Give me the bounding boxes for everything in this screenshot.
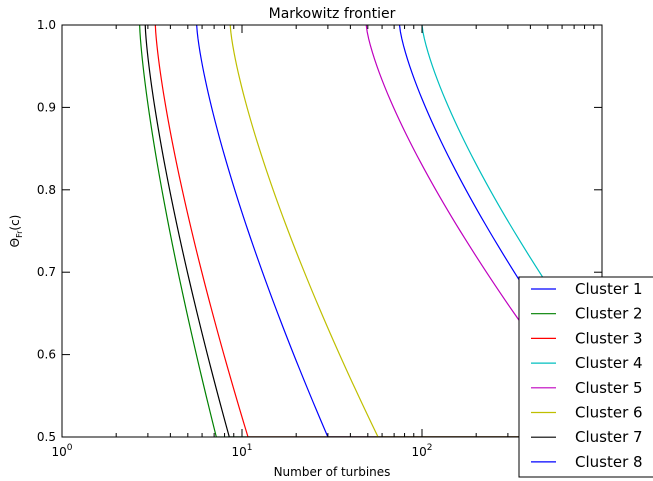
x-tick-label: 101 (231, 443, 252, 459)
x-tick-base: 10 (51, 445, 66, 459)
legend-label-1: Cluster 1 (575, 280, 643, 298)
series-line-1 (196, 25, 602, 437)
legend-label-8: Cluster 8 (575, 453, 643, 471)
x-tick-base: 10 (231, 445, 246, 459)
chart-title: Markowitz frontier (269, 6, 396, 22)
legend: Cluster 1 Cluster 2 Cluster 3 Cluster 4 Clus… (518, 276, 653, 478)
legend-label-4: Cluster 4 (575, 354, 643, 372)
x-tick-base: 10 (411, 445, 426, 459)
x-tick-exponent: 1 (247, 443, 253, 453)
legend-box (518, 276, 653, 478)
legend-label-7: Cluster 7 (575, 428, 643, 446)
x-tick-label: 102 (411, 443, 432, 459)
y-tick-label: 0.5 (37, 430, 56, 444)
y-axis-label-arg: (c) (8, 215, 22, 231)
x-tick-label: 100 (51, 443, 72, 459)
y-tick-label: 0.9 (37, 100, 56, 114)
series-line-2 (139, 25, 602, 437)
y-tick-label: 0.6 (37, 348, 56, 362)
x-tick-exponent: 0 (67, 443, 73, 453)
legend-label-3: Cluster 3 (575, 329, 643, 347)
y-axis-label-theta: Θ (8, 238, 22, 247)
series-line-7 (144, 25, 602, 437)
y-tick-label: 1.0 (37, 18, 56, 32)
legend-label-6: Cluster 6 (575, 404, 643, 422)
x-axis-label: Number of turbines (274, 465, 391, 479)
series-line-3 (154, 25, 602, 437)
y-axis-label: ΘFr(c) (8, 215, 24, 248)
legend-label-2: Cluster 2 (575, 305, 643, 323)
x-tick-exponent: 2 (427, 443, 433, 453)
series-line-6 (229, 25, 602, 437)
series-line-4 (421, 25, 602, 437)
y-axis-label-subscript: Fr (15, 230, 24, 238)
y-tick-label: 0.8 (37, 183, 56, 197)
legend-label-5: Cluster 5 (575, 379, 643, 397)
plot-area-frame (61, 24, 603, 438)
y-tick-label: 0.7 (37, 265, 56, 279)
